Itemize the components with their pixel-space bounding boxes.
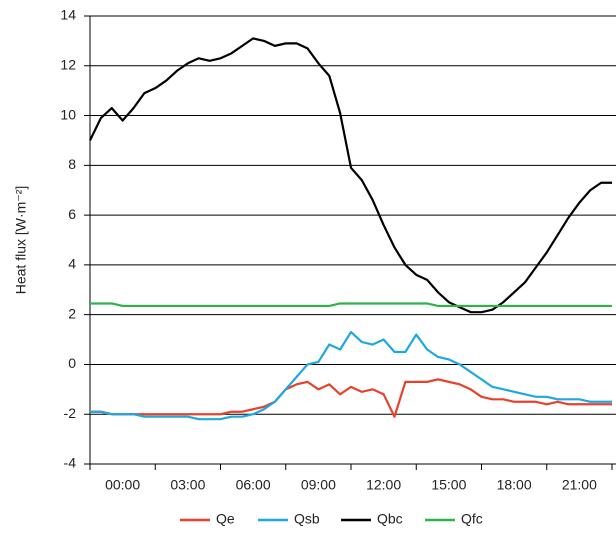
x-tick-label: 00:00 — [105, 477, 140, 493]
y-axis-label: Heat flux [W·m⁻²] — [13, 186, 29, 295]
x-tick-label: 21:00 — [562, 477, 597, 493]
series-line — [89, 37, 612, 314]
y-tick-label: 2 — [68, 305, 76, 321]
x-tick-label: 09:00 — [301, 477, 336, 493]
y-tick-label: 0 — [68, 355, 76, 371]
series-line — [90, 330, 612, 421]
x-tick-label: 18:00 — [497, 477, 532, 493]
y-tick-label: -2 — [64, 405, 77, 421]
y-tick-label: 10 — [60, 106, 76, 122]
y-tick-label: 12 — [60, 56, 76, 72]
y-tick-label: 14 — [60, 7, 76, 23]
series-line — [90, 302, 612, 308]
y-tick-label: 4 — [68, 256, 76, 272]
legend-label: Qsb — [294, 511, 320, 527]
x-tick-label: 15:00 — [431, 477, 466, 493]
legend-label: Qbc — [377, 511, 403, 527]
legend-label: Qe — [216, 511, 235, 527]
legend-label: Qfc — [461, 511, 483, 527]
y-tick-label: 6 — [68, 206, 76, 222]
series-line — [90, 378, 612, 418]
x-tick-label: 12:00 — [366, 477, 401, 493]
x-tick-label: 03:00 — [170, 477, 205, 493]
y-tick-label: -4 — [64, 455, 77, 471]
x-tick-label: 06:00 — [236, 477, 271, 493]
y-tick-label: 8 — [68, 156, 76, 172]
